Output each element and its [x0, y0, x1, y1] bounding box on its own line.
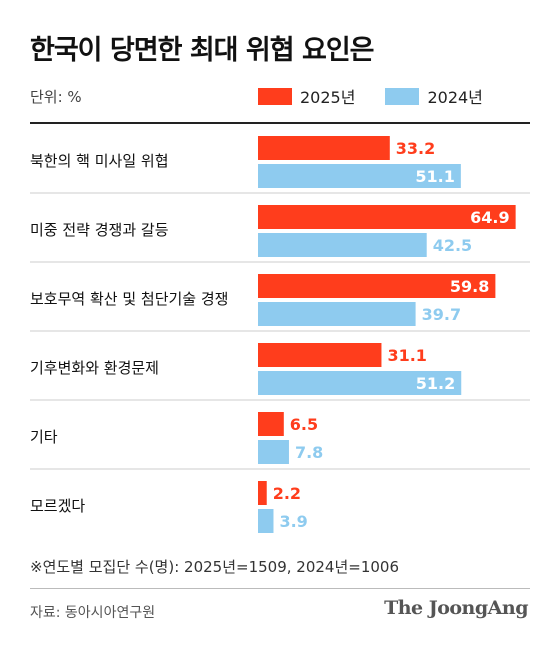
bar-chart: 북한의 핵 미사일 위협 33.2 51.1 미중 전략 경쟁과 갈등 64.9 42.5… — [30, 136, 530, 533]
top-rule — [30, 122, 530, 124]
data-label: 33.2 — [396, 139, 435, 158]
legend-swatch-2025 — [258, 87, 292, 105]
data-label: 7.8 — [295, 443, 323, 462]
category-label: 모르겠다 — [30, 497, 85, 515]
data-label: 39.7 — [422, 305, 461, 324]
data-label: 59.8 — [450, 277, 489, 296]
bar-2025 — [258, 343, 382, 367]
footnote: ※연도별 모집단 수(명): 2025년=1509, 2024년=1006 — [30, 558, 399, 576]
legend: 2025년 2024년 — [258, 84, 483, 108]
bar-2025 — [258, 412, 284, 436]
bar-2024 — [258, 371, 462, 395]
data-label: 6.5 — [290, 415, 318, 434]
unit-label: 단위: % — [30, 88, 82, 106]
bar-2024 — [258, 440, 289, 464]
bar-2025 — [258, 274, 496, 298]
data-label: 2.2 — [273, 484, 301, 503]
data-label: 51.1 — [415, 167, 454, 186]
legend-label-2025: 2025년 — [300, 88, 356, 107]
bottom-rule — [30, 588, 530, 589]
brand-logo: The JoongAng — [384, 597, 528, 619]
source-note: 자료: 동아시아연구원 — [30, 605, 156, 621]
data-label: 51.2 — [416, 374, 455, 393]
bar-2025 — [258, 205, 516, 229]
legend-item-2025: 2025년 — [258, 84, 355, 108]
data-label: 42.5 — [433, 236, 472, 255]
bar-2024 — [258, 509, 274, 533]
chart-title: 한국이 당면한 최대 위협 요인은 — [30, 35, 375, 66]
category-label: 기후변화와 환경문제 — [30, 359, 159, 377]
bar-2024 — [258, 164, 461, 188]
bar-2025 — [258, 481, 267, 505]
legend-label-2024: 2024년 — [427, 88, 483, 107]
bar-2024 — [258, 302, 416, 326]
category-label: 보호무역 확산 및 첨단기술 경쟁 — [30, 290, 228, 308]
data-label: 64.9 — [470, 208, 509, 227]
legend-swatch-2024 — [385, 87, 420, 105]
data-label: 3.9 — [279, 512, 307, 531]
category-label: 미중 전략 경쟁과 갈등 — [30, 221, 169, 239]
category-label: 북한의 핵 미사일 위협 — [30, 152, 169, 170]
category-label: 기타 — [30, 428, 58, 446]
legend-item-2024: 2024년 — [385, 84, 483, 108]
data-label: 31.1 — [387, 346, 426, 365]
bar-2025 — [258, 136, 390, 160]
bar-2024 — [258, 233, 427, 257]
